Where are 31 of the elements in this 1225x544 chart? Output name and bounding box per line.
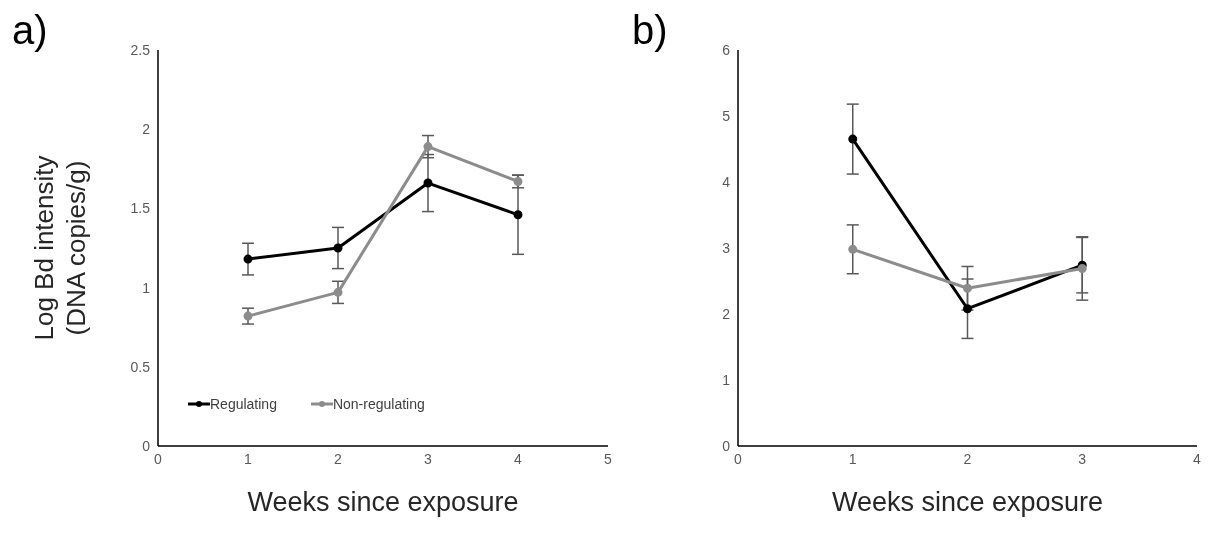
text: a) [12,8,48,53]
x-tick-label: 4 [514,450,523,467]
legend-label: Regulating [210,396,277,412]
x-tick-label: 2 [334,450,343,467]
y-tick-label: 1 [142,279,151,296]
y-tick-label: 5 [722,107,731,124]
x-axis-title: Weeks since exposure [831,487,1104,517]
y-tick-label: 2 [142,121,151,138]
y-tick-label: 1 [722,371,731,388]
y-tick-label: 4 [722,173,731,190]
x-tick-label: 2 [963,450,972,467]
x-tick-label: 1 [848,450,857,467]
x-tick-label: 0 [734,450,743,467]
x-tick-label: 4 [1193,450,1202,467]
x-tick-label: 3 [1078,450,1087,467]
y-tick-label: 2.5 [130,41,151,58]
y-tick-label: 0 [722,437,731,454]
legend-label: Non-regulating [332,396,425,412]
x-tick-label: 3 [424,450,433,467]
x-axis-title: Weeks since exposure [247,487,519,517]
y-tick-label: 1.5 [130,200,151,217]
y-tick-label: 2 [722,305,731,322]
text: b) [632,8,668,53]
y-tick-label: 3 [722,239,731,256]
y-tick-label: 0.5 [130,358,151,375]
x-tick-label: 0 [154,450,163,467]
y-tick-label: 0 [142,437,151,454]
y-axis-title: Log Bd intensity (DNA copies/g) [29,155,91,341]
x-tick-label: 5 [604,450,613,467]
x-tick-label: 1 [244,450,253,467]
y-tick-label: 6 [722,41,731,58]
